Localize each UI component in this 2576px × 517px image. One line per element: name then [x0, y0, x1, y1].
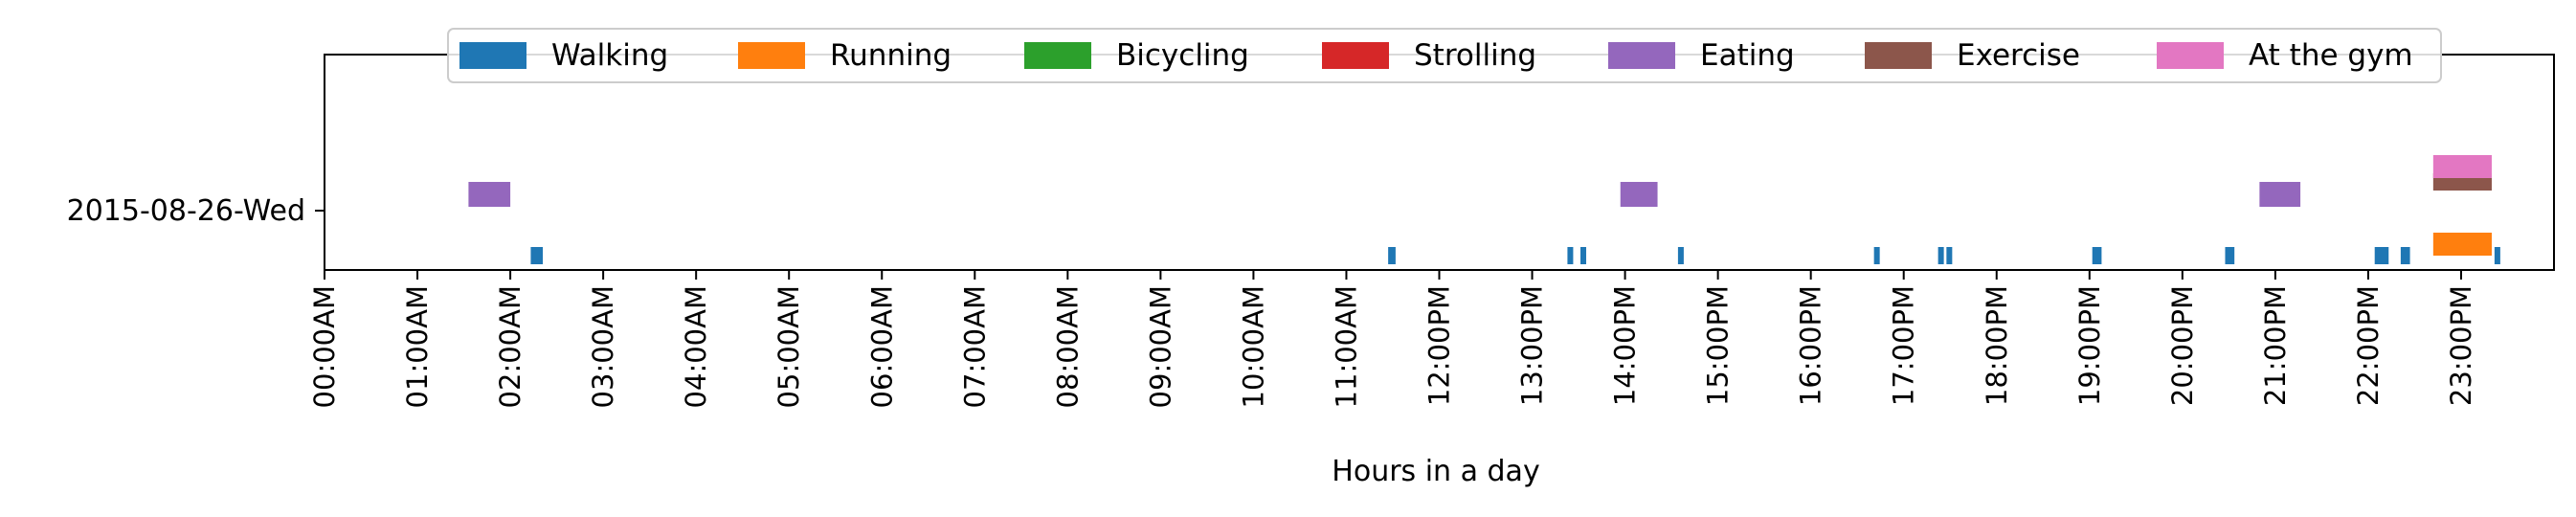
bar-eating — [2259, 182, 2301, 207]
x-tick-label: 00:00AM — [308, 285, 341, 408]
bar-walking — [2494, 247, 2500, 264]
legend-box — [447, 28, 2442, 83]
bar-eating — [1620, 182, 1658, 207]
bar-walking — [530, 247, 544, 264]
legend-swatch-strolling — [1322, 42, 1389, 69]
plot-frame — [324, 54, 2555, 271]
x-tick-label: 01:00AM — [401, 285, 434, 408]
bar-walking — [1946, 247, 1953, 264]
bar-eating — [468, 182, 511, 207]
chart-axes: 2015-08-26-Wed 00:00AM 01:00AM 02:00AM 03:00… — [67, 54, 2555, 408]
x-tick-label: 11:00AM — [1330, 285, 1362, 408]
legend-swatch-eating — [1608, 42, 1675, 69]
legend-swatch-bicycling — [1024, 42, 1091, 69]
x-tick-label: 12:00PM — [1423, 285, 1456, 406]
x-tick-label: 19:00PM — [2073, 285, 2106, 406]
x-tick-label: 20:00PM — [2166, 285, 2199, 406]
bar-walking — [1938, 247, 1944, 264]
x-tick-label: 23:00PM — [2445, 285, 2477, 406]
x-tick-label: 10:00AM — [1237, 285, 1269, 408]
x-tick-label: 06:00AM — [865, 285, 898, 408]
legend-label-running: Running — [830, 38, 952, 73]
legend-label-walking: Walking — [551, 38, 668, 73]
bar-walking — [2225, 247, 2235, 264]
x-tick-label: 03:00AM — [587, 285, 619, 408]
x-tick-label: 08:00AM — [1051, 285, 1084, 408]
legend-label-bicycling: Bicycling — [1116, 38, 1249, 73]
legend-label-exercise: Exercise — [1957, 38, 2080, 73]
bar-walking — [1580, 247, 1587, 264]
bar-walking — [1567, 247, 1574, 264]
x-tick-label: 02:00AM — [494, 285, 526, 408]
bar-at-the-gym — [2432, 155, 2492, 178]
x-tick-label: 15:00PM — [1702, 285, 1735, 406]
x-axis-label: Hours in a day — [1332, 455, 1539, 488]
x-tick-label: 16:00PM — [1795, 285, 1827, 406]
x-tick-label: 13:00PM — [1516, 285, 1549, 406]
x-tick-label: 14:00PM — [1609, 285, 1642, 406]
bar-running — [2432, 233, 2492, 256]
bar-walking — [1873, 247, 1880, 264]
chart-marks — [468, 155, 2500, 264]
x-tick-label: 09:00AM — [1144, 285, 1176, 408]
x-tick-label: 21:00PM — [2259, 285, 2292, 406]
bar-walking — [2374, 247, 2389, 264]
legend-swatch-walking — [459, 42, 526, 69]
bar-walking — [2400, 247, 2410, 264]
x-tick-label: 18:00PM — [1981, 285, 2013, 406]
x-tick-label: 04:00AM — [680, 285, 712, 408]
x-tick-label: 22:00PM — [2352, 285, 2385, 406]
legend-label-eating: Eating — [1700, 38, 1795, 73]
bar-walking — [1677, 247, 1684, 264]
legend-swatch-running — [738, 42, 805, 69]
legend: Walking Running Bicycling Strolling Eating Ex… — [447, 28, 2442, 83]
legend-label-at-the-gym: At the gym — [2249, 38, 2413, 73]
legend-swatch-exercise — [1865, 42, 1932, 69]
x-tick-label: 07:00AM — [958, 285, 991, 408]
legend-swatch-at-the-gym — [2157, 42, 2224, 69]
legend-label-strolling: Strolling — [1414, 38, 1536, 73]
bar-walking — [1388, 247, 1396, 264]
bar-walking — [2092, 247, 2102, 264]
x-tick-label: 17:00PM — [1888, 285, 1920, 406]
x-tick-label: 05:00AM — [773, 285, 805, 408]
y-tick-label: 2015-08-26-Wed — [67, 194, 305, 228]
